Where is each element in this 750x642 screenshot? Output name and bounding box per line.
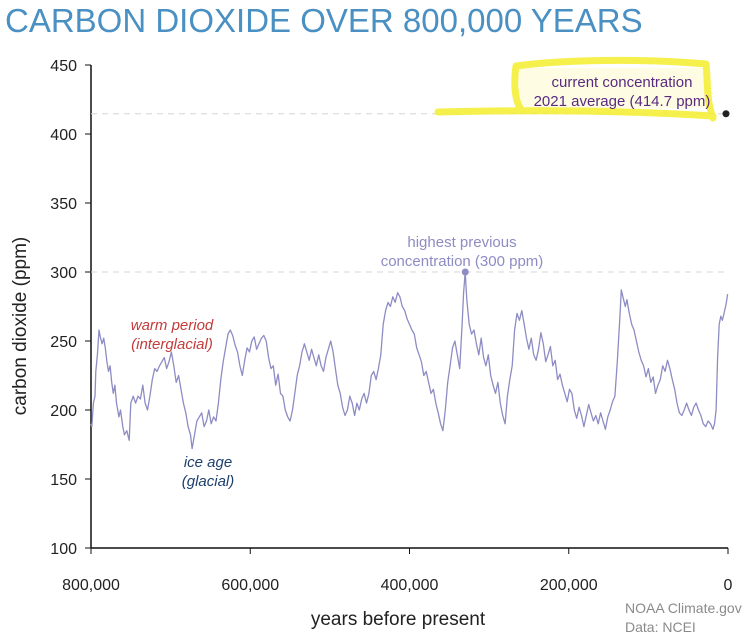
- x-tick-label: 400,000: [381, 577, 439, 594]
- warm-period-label-2: (interglacial): [131, 336, 213, 353]
- y-axis-ticks: 450 400 350 300 250 200 150 100: [50, 58, 91, 558]
- current-concentration-marker: [722, 110, 730, 118]
- co2-series-line: [90, 271, 729, 450]
- x-tick-label: 200,000: [540, 577, 598, 594]
- current-concentration-highlight: [434, 56, 717, 122]
- y-tick-label: 300: [50, 265, 77, 282]
- y-tick-label: 200: [50, 403, 77, 420]
- x-tick-label: 800,000: [62, 577, 120, 594]
- x-tick-label: 600,000: [221, 577, 279, 594]
- highlight-fill: [520, 68, 706, 108]
- y-tick-label: 450: [50, 58, 77, 75]
- y-tick-label: 350: [50, 196, 77, 213]
- x-tick-label: 0: [724, 577, 733, 594]
- current-concentration-label-1: current concentration: [552, 74, 693, 91]
- y-tick-label: 150: [50, 472, 77, 489]
- chart-title: CARBON DIOXIDE OVER 800,000 YEARS: [5, 2, 643, 39]
- highest-previous-label-1: highest previous: [407, 234, 516, 251]
- ice-age-label-2: (glacial): [182, 473, 235, 490]
- current-concentration-label-2: 2021 average (414.7 ppm): [534, 93, 711, 110]
- warm-period-label-1: warm period: [131, 317, 214, 334]
- credit-line-1: NOAA Climate.gov: [625, 600, 742, 616]
- y-axis-label: carbon dioxide (ppm): [10, 237, 31, 415]
- highlight-stroke: [434, 56, 717, 122]
- y-tick-label: 400: [50, 127, 77, 144]
- x-axis-label: years before present: [311, 609, 486, 630]
- credit-line-2: Data: NCEI: [625, 619, 696, 635]
- x-axis-ticks: 800,000 600,000 400,000 200,000 0: [62, 548, 733, 594]
- ice-age-label-1: ice age: [184, 454, 232, 471]
- highest-previous-marker: [461, 268, 469, 276]
- highest-previous-label-2: concentration (300 ppm): [381, 253, 544, 270]
- y-tick-label: 250: [50, 334, 77, 351]
- y-tick-label: 100: [50, 541, 77, 558]
